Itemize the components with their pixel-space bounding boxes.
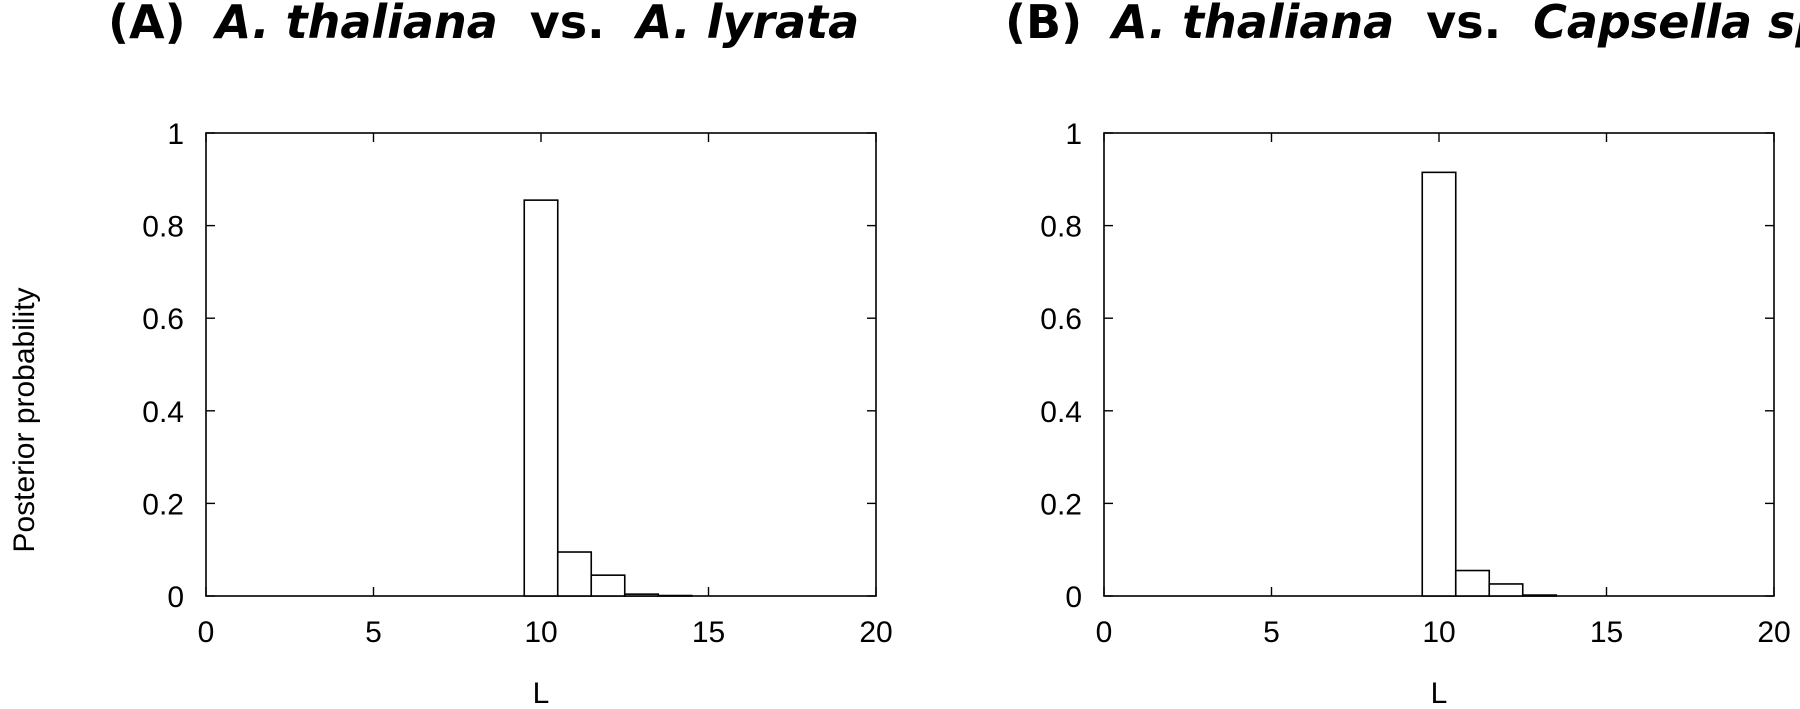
panel-b-y-tick-label: 0: [1065, 581, 1082, 614]
panel-b-bar-L12: [1488, 583, 1524, 597]
panel-b-y-tick-label: 0.4: [1040, 396, 1082, 429]
panel-a-y-tick-label: 0.8: [142, 211, 184, 244]
panel-b-x-axis-label: L: [1431, 677, 1448, 709]
panel-a: (A) A. thaliana vs. A. lyrata 0 5 10 15 2000…: [108, 0, 893, 709]
panel-a-x-tick-label: 20: [859, 616, 892, 649]
panel-b-x-tick-label: 20: [1757, 616, 1790, 649]
panel-a-y-tick-label: 0.4: [142, 396, 184, 429]
panel-b-x-tick-label: 10: [1422, 616, 1455, 649]
panel-a-title-species-2: A. lyrata: [634, 0, 859, 49]
panel-b-label: (B): [1005, 0, 1082, 49]
panel-a-y-tick-label: 0.2: [142, 488, 184, 521]
panel-b-title-vs: vs.: [1410, 0, 1517, 49]
panel-a-y-tick-label: 1: [167, 118, 184, 151]
panel-b-bar-L11: [1454, 569, 1491, 597]
panel-a-x-tick-label: 0: [198, 616, 215, 649]
panel-a-plot-area: 0 5 10 15 20 0 0.2 0.4 0.6 0.8 1 L: [142, 118, 892, 709]
panel-a-bar-L13: [623, 593, 660, 597]
panel-a-x-tick-label: 10: [524, 616, 557, 649]
panel-a-x-tick-label: 5: [365, 616, 382, 649]
panel-a-title-species-1: A. thaliana: [213, 0, 498, 49]
panel-b-y-tick-label: 1: [1065, 118, 1082, 151]
panel-a-x-axis-label: L: [533, 677, 550, 709]
panel-a-title-vs: vs.: [514, 0, 621, 49]
panel-a-title: (A) A. thaliana vs. A. lyrata: [108, 0, 859, 49]
panel-a-bar-L11: [556, 551, 593, 597]
y-axis-label: Posterior probability: [8, 287, 41, 552]
panel-a-label: (A): [108, 0, 186, 49]
panel-a-x-tick-label: 15: [692, 616, 725, 649]
panel-b-plot-area: 0 5 10 15 20 0 0.2 0.4 0.6 0.8 1 L: [1040, 118, 1790, 709]
panel-b-y-tick-label: 0.2: [1040, 488, 1082, 521]
panel-b-title: (B) A. thaliana vs. Capsella spp.: [1005, 0, 1800, 49]
panel-a-y-tick-label: 0: [167, 581, 184, 614]
panel-b-title-species-2: Capsella spp.: [1533, 0, 1800, 49]
panel-b-bar-L13: [1521, 594, 1558, 597]
panel-b-x-tick-label: 15: [1590, 616, 1623, 649]
panel-b-title-species-1: A. thaliana: [1109, 0, 1394, 49]
panel-b-y-tick-label: 0.6: [1040, 303, 1082, 336]
panel-a-bar-L12: [590, 574, 626, 597]
panel-b-x-tick-label: 5: [1263, 616, 1280, 649]
panel-b-x-tick-label: 0: [1096, 616, 1113, 649]
panel-b-bar-L10: [1421, 171, 1457, 597]
panel-a-y-tick-label: 0.6: [142, 303, 184, 336]
panel-b: (B) A. thaliana vs. Capsella spp. 051015…: [1005, 0, 1800, 709]
panel-a-bar-L10: [523, 199, 559, 597]
panel-b-y-tick-label: 0.8: [1040, 211, 1082, 244]
